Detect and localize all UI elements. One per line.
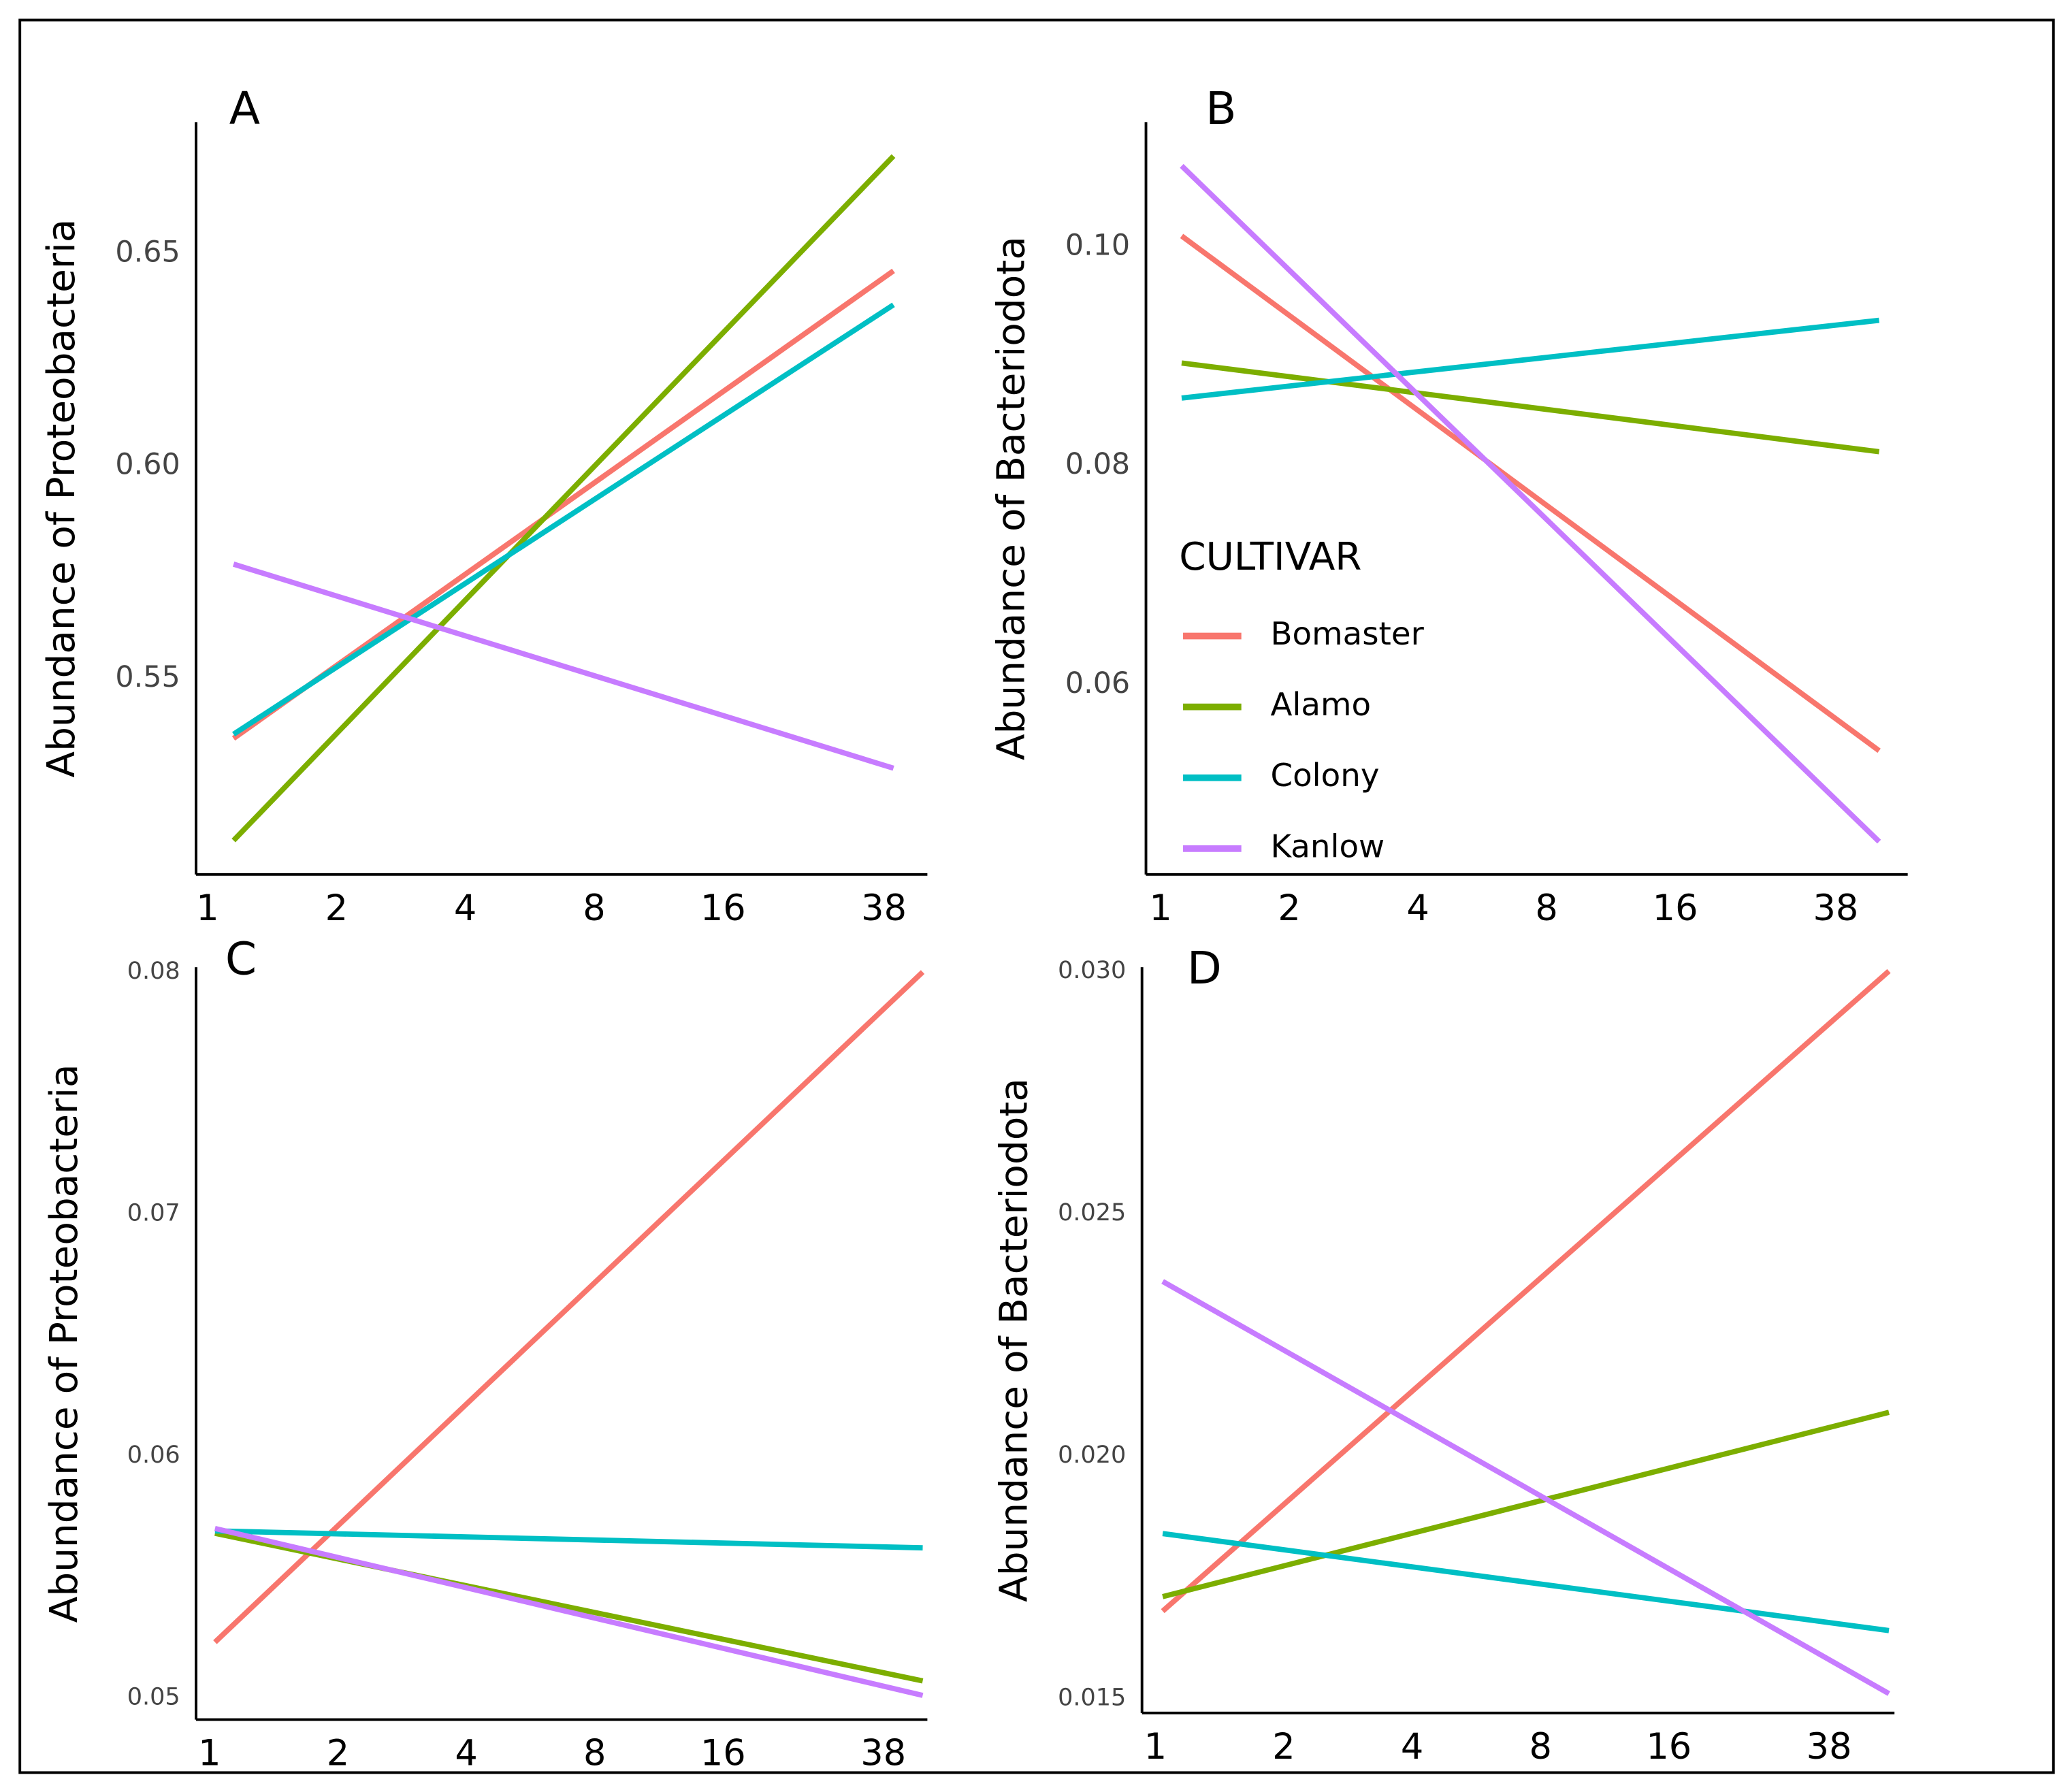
x-tick-label: 8 — [583, 1733, 606, 1774]
y-tick-label: 0.05 — [127, 1683, 180, 1711]
x-tick-label: 8 — [1529, 1726, 1551, 1768]
figure-border — [18, 18, 2055, 1774]
x-tick-label: 8 — [1535, 888, 1557, 929]
y-axis-label: Abundance of Bacteriodota — [992, 1078, 1036, 1602]
x-tick-label: 2 — [1278, 888, 1300, 929]
y-tick-label: 0.015 — [1058, 1683, 1126, 1711]
y-tick-label: 0.55 — [115, 660, 180, 694]
y-tick-label: 0.65 — [115, 235, 180, 269]
x-tick-label: 4 — [1406, 888, 1429, 929]
x-tick-label: 8 — [583, 888, 605, 929]
y-tick-label: 0.025 — [1058, 1199, 1126, 1226]
series-line — [231, 154, 896, 843]
y-tick-label: 0.020 — [1058, 1441, 1126, 1469]
series-line — [1180, 163, 1881, 844]
x-tick-label: 1 — [1144, 1726, 1167, 1768]
x-tick-label: 1 — [196, 888, 218, 929]
series-line — [1181, 360, 1880, 455]
series-line — [232, 562, 894, 771]
legend-label: Bomaster — [1270, 616, 1424, 653]
x-tick-label: 4 — [454, 888, 476, 929]
x-tick-label: 38 — [860, 1733, 906, 1774]
series-line — [1181, 317, 1880, 401]
x-tick-label: 4 — [1401, 1726, 1423, 1768]
y-tick-label: 0.08 — [1065, 447, 1130, 481]
legend-title: CULTIVAR — [1179, 535, 1361, 579]
panel-label: B — [1205, 82, 1236, 135]
series-line — [1162, 1531, 1890, 1633]
panel-label: D — [1187, 942, 1222, 994]
x-tick-label: 2 — [325, 888, 348, 929]
series-line — [213, 970, 925, 1644]
panel-label: C — [225, 932, 257, 985]
y-tick-label: 0.07 — [127, 1199, 180, 1227]
x-tick-label: 38 — [1813, 888, 1859, 929]
legend-label: Kanlow — [1270, 828, 1385, 865]
y-tick-label: 0.60 — [115, 448, 180, 482]
legend-label: Colony — [1270, 758, 1379, 794]
y-tick-label: 0.06 — [1065, 666, 1130, 700]
series-line — [214, 1525, 924, 1698]
y-axis-label: Abundance of Bacteriodota — [990, 236, 1034, 760]
y-tick-label: 0.030 — [1058, 956, 1126, 984]
series-line — [214, 1528, 923, 1551]
series-line — [1180, 233, 1881, 753]
panel-label: A — [229, 82, 260, 135]
series-line — [1162, 1410, 1890, 1599]
x-tick-label: 4 — [455, 1733, 477, 1774]
x-tick-label: 2 — [1272, 1726, 1295, 1768]
x-tick-label: 2 — [327, 1733, 349, 1774]
x-tick-label: 38 — [861, 888, 907, 929]
x-tick-label: 1 — [1149, 888, 1171, 929]
x-tick-label: 16 — [1653, 888, 1698, 929]
y-axis-label: Abundance of Proteobacteria — [39, 219, 84, 778]
x-tick-label: 38 — [1807, 1726, 1852, 1768]
x-tick-label: 16 — [700, 1733, 746, 1774]
y-tick-label: 0.10 — [1065, 228, 1130, 262]
series-line — [1161, 969, 1891, 1614]
y-tick-label: 0.08 — [127, 957, 180, 985]
x-tick-label: 1 — [198, 1733, 221, 1774]
series-line — [232, 302, 895, 736]
y-axis-label: Abundance of Proteobacteria — [42, 1064, 86, 1623]
y-tick-label: 0.06 — [127, 1441, 180, 1469]
legend-label: Alamo — [1270, 687, 1371, 723]
series-line — [1161, 1279, 1890, 1696]
x-tick-label: 16 — [1646, 1726, 1691, 1768]
x-tick-label: 16 — [700, 888, 746, 929]
